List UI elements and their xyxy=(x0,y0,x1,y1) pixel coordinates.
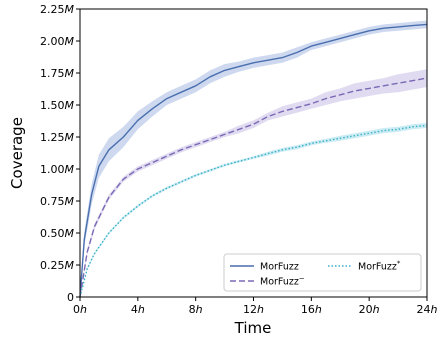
series-band-2 xyxy=(80,69,427,297)
y-tick-label: 0.75M xyxy=(40,195,75,208)
legend-label-3: MorFuzz* xyxy=(358,260,401,273)
x-tick-label: 12h xyxy=(243,303,264,316)
y-tick-label: 0 xyxy=(67,291,74,304)
y-tick-label: 0.50M xyxy=(40,227,75,240)
y-tick-label: 1.00M xyxy=(40,163,75,176)
axes: 0 0.25M 0.50M 0.75M 1.00M 1.25M 1.50M 1.75M 2.00… xyxy=(40,3,438,316)
y-tick-label: 2.00M xyxy=(40,35,75,48)
y-tick-label: 1.25M xyxy=(40,131,75,144)
x-tick-label: 16h xyxy=(301,303,322,316)
x-tick-label: 8h xyxy=(189,303,203,316)
legend-label-2: MorFuzz− xyxy=(260,275,305,288)
y-axis-title: Coverage xyxy=(8,117,26,189)
y-tick-label: 1.75M xyxy=(40,67,75,80)
series-line-3 xyxy=(79,124,428,298)
x-tick-label: 4h xyxy=(131,303,145,316)
x-tick-label: 0h xyxy=(73,303,87,316)
legend: MorFuzz MorFuzz− MorFuzz* xyxy=(223,253,422,292)
x-tick-label: 24h xyxy=(417,303,438,316)
x-tick-label: 20h xyxy=(359,303,380,316)
plot-area xyxy=(79,20,428,298)
x-axis-title: Time xyxy=(234,319,272,337)
y-tick-label: 0.25M xyxy=(40,259,75,272)
y-tick-label: 2.25M xyxy=(40,3,75,16)
y-tick-label: 1.50M xyxy=(40,99,75,112)
series-band-3 xyxy=(80,122,427,298)
series-line-2 xyxy=(79,77,428,298)
legend-box xyxy=(223,253,422,292)
legend-label-1: MorFuzz xyxy=(260,262,299,273)
series-line-1 xyxy=(79,23,428,298)
